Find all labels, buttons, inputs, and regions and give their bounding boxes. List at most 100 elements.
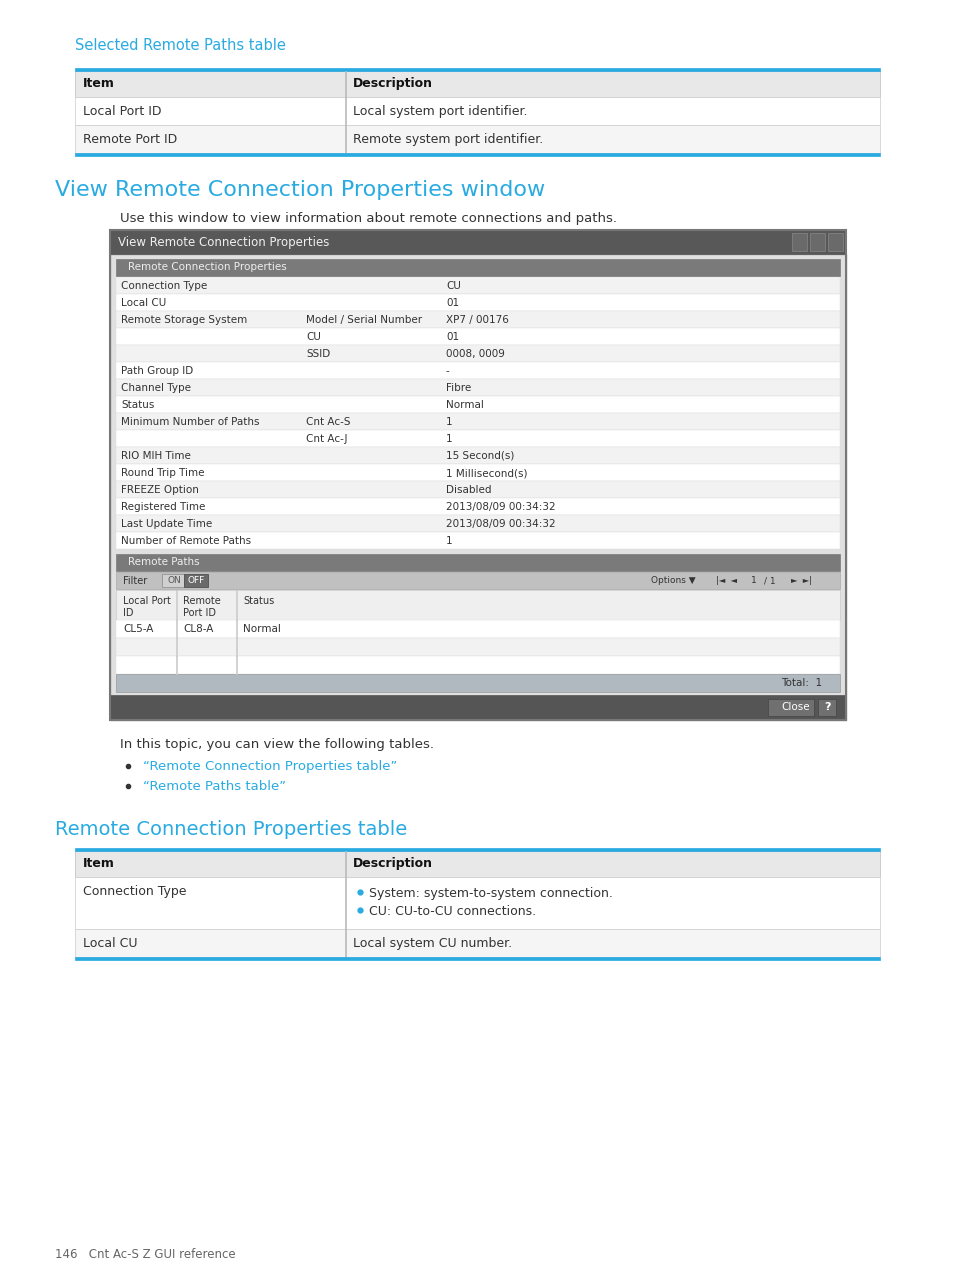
Bar bbox=[75, 848, 879, 852]
Text: Local Port
ID: Local Port ID bbox=[123, 596, 171, 618]
Bar bbox=[791, 233, 806, 250]
Text: Cnt Ac-S: Cnt Ac-S bbox=[306, 417, 350, 427]
Text: Cnt Ac-J: Cnt Ac-J bbox=[306, 433, 347, 444]
Text: Options ▼: Options ▼ bbox=[650, 576, 695, 585]
Bar bbox=[116, 638, 840, 656]
Text: 1: 1 bbox=[446, 433, 452, 444]
Text: 1: 1 bbox=[446, 536, 452, 547]
Text: Remote Paths: Remote Paths bbox=[128, 557, 199, 567]
Text: Local system CU number.: Local system CU number. bbox=[353, 937, 512, 949]
Bar bbox=[116, 498, 840, 515]
Text: 146   Cnt Ac-S Z GUI reference: 146 Cnt Ac-S Z GUI reference bbox=[55, 1248, 235, 1261]
Text: Local system port identifier.: Local system port identifier. bbox=[353, 105, 527, 118]
Text: In this topic, you can view the following tables.: In this topic, you can view the followin… bbox=[120, 738, 434, 751]
Text: ON: ON bbox=[168, 576, 182, 585]
Bar bbox=[116, 294, 840, 311]
Text: OFF: OFF bbox=[188, 576, 205, 585]
Bar bbox=[116, 277, 840, 294]
Bar bbox=[345, 97, 346, 125]
Text: Description: Description bbox=[353, 78, 433, 90]
Bar bbox=[767, 699, 813, 716]
Text: Status: Status bbox=[121, 400, 154, 411]
Bar bbox=[75, 852, 879, 877]
Text: Remote system port identifier.: Remote system port identifier. bbox=[353, 133, 542, 146]
Text: “Remote Connection Properties table”: “Remote Connection Properties table” bbox=[143, 760, 397, 773]
Bar bbox=[116, 620, 840, 638]
Text: Path Group ID: Path Group ID bbox=[121, 366, 193, 376]
Text: Close: Close bbox=[781, 702, 809, 712]
Text: 01: 01 bbox=[446, 297, 458, 308]
Text: CU: CU bbox=[446, 281, 460, 291]
Text: Channel Type: Channel Type bbox=[121, 383, 191, 393]
Bar bbox=[175, 656, 177, 674]
Text: Registered Time: Registered Time bbox=[121, 502, 205, 512]
Bar bbox=[345, 125, 346, 153]
Text: Remote Connection Properties table: Remote Connection Properties table bbox=[55, 820, 407, 839]
Text: View Remote Connection Properties window: View Remote Connection Properties window bbox=[55, 180, 545, 200]
Text: 0008, 0009: 0008, 0009 bbox=[446, 350, 504, 358]
Text: RIO MIH Time: RIO MIH Time bbox=[121, 451, 191, 461]
Bar bbox=[116, 464, 840, 480]
Text: System: system-to-system connection.: System: system-to-system connection. bbox=[369, 887, 612, 900]
Text: Local CU: Local CU bbox=[121, 297, 166, 308]
Bar bbox=[235, 620, 236, 638]
Text: 01: 01 bbox=[446, 332, 458, 342]
Bar bbox=[116, 572, 840, 588]
Text: 1: 1 bbox=[750, 576, 756, 585]
Bar bbox=[75, 97, 879, 125]
Text: CU: CU-to-CU connections.: CU: CU-to-CU connections. bbox=[369, 905, 536, 918]
Text: ►  ►|: ► ►| bbox=[790, 576, 811, 585]
Bar bbox=[345, 852, 346, 877]
Bar bbox=[175, 590, 177, 620]
Text: ?: ? bbox=[823, 702, 830, 712]
Text: Model / Serial Number: Model / Serial Number bbox=[306, 315, 421, 325]
Bar bbox=[75, 71, 879, 97]
Text: Remote Port ID: Remote Port ID bbox=[83, 133, 177, 146]
Text: Connection Type: Connection Type bbox=[83, 885, 186, 899]
Bar bbox=[75, 153, 879, 156]
Bar bbox=[345, 877, 346, 929]
Text: CU: CU bbox=[306, 332, 320, 342]
Text: Normal: Normal bbox=[243, 624, 280, 634]
Text: Remote Connection Properties: Remote Connection Properties bbox=[128, 262, 287, 272]
Bar bbox=[162, 574, 184, 587]
Bar bbox=[116, 656, 840, 674]
Text: / 1: / 1 bbox=[763, 576, 775, 585]
Text: XP7 / 00176: XP7 / 00176 bbox=[446, 315, 508, 325]
Bar bbox=[116, 515, 840, 533]
Text: Status: Status bbox=[243, 596, 274, 606]
Bar bbox=[116, 447, 840, 464]
Bar bbox=[235, 590, 236, 620]
Text: 15 Second(s): 15 Second(s) bbox=[446, 451, 514, 461]
Bar bbox=[116, 554, 840, 571]
Bar bbox=[116, 674, 840, 691]
Bar bbox=[116, 379, 840, 397]
Text: -: - bbox=[446, 366, 449, 376]
Text: Fibre: Fibre bbox=[446, 383, 471, 393]
Bar bbox=[827, 233, 842, 250]
Text: 2013/08/09 00:34:32: 2013/08/09 00:34:32 bbox=[446, 519, 555, 529]
Text: SSID: SSID bbox=[306, 350, 330, 358]
Text: Description: Description bbox=[353, 857, 433, 871]
Text: 1: 1 bbox=[446, 417, 452, 427]
Text: 1 Millisecond(s): 1 Millisecond(s) bbox=[446, 468, 527, 478]
Bar bbox=[116, 311, 840, 328]
Text: Round Trip Time: Round Trip Time bbox=[121, 468, 204, 478]
Bar bbox=[75, 69, 879, 71]
Bar bbox=[809, 233, 824, 250]
Text: Local Port ID: Local Port ID bbox=[83, 105, 161, 118]
Text: Use this window to view information about remote connections and paths.: Use this window to view information abou… bbox=[120, 212, 617, 225]
Bar bbox=[116, 480, 840, 498]
Text: Total:  1: Total: 1 bbox=[781, 677, 821, 688]
Text: View Remote Connection Properties: View Remote Connection Properties bbox=[118, 236, 329, 249]
Bar bbox=[175, 638, 177, 656]
Text: Disabled: Disabled bbox=[446, 486, 491, 494]
Bar bbox=[116, 397, 840, 413]
Bar bbox=[116, 413, 840, 430]
Text: 2013/08/09 00:34:32: 2013/08/09 00:34:32 bbox=[446, 502, 555, 512]
Bar bbox=[116, 259, 840, 276]
Bar bbox=[75, 929, 879, 957]
Text: Item: Item bbox=[83, 857, 114, 871]
Bar bbox=[110, 254, 845, 719]
Bar bbox=[75, 957, 879, 960]
